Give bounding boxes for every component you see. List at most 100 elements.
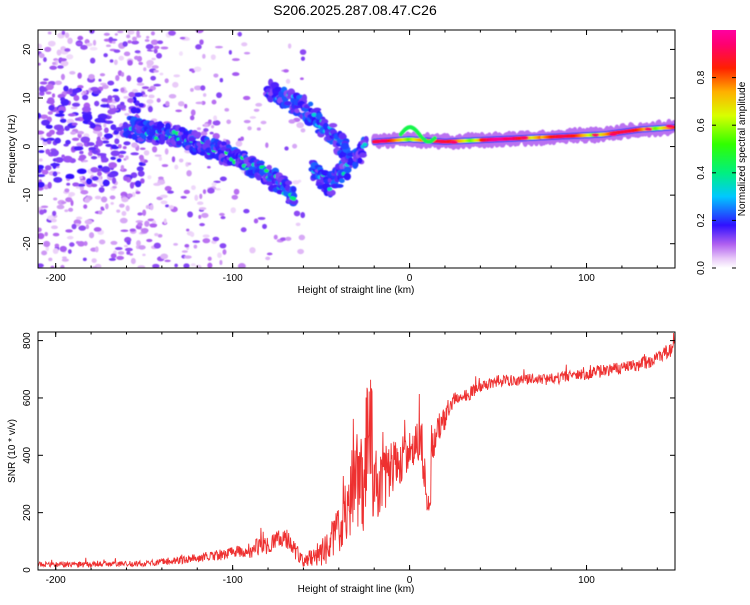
spectrogram-noise-blob — [59, 245, 67, 253]
spectrogram-noise-blob — [122, 41, 128, 47]
spectrogram-noise-blob — [184, 243, 190, 248]
spectrogram-noise-blob — [125, 155, 129, 160]
spectrogram-noise-blob — [126, 193, 133, 198]
spectrogram-track-blob — [324, 129, 330, 136]
spectrogram-noise-blob — [67, 113, 76, 117]
spectrogram-noise-blob — [126, 250, 131, 255]
spectrogram-noise-blob — [146, 59, 154, 67]
spectrogram-y-tick-label: -10 — [22, 187, 33, 202]
spectrogram-noise-blob — [190, 87, 194, 92]
spectrogram-noise-blob — [64, 125, 70, 131]
colorbar-tick-label: 0.8 — [696, 70, 707, 84]
spectrogram-track-blob — [193, 131, 202, 139]
spectrogram-noise-blob — [79, 179, 86, 183]
spectrogram-noise-blob — [142, 209, 147, 216]
spectrogram-noise-blob — [44, 165, 52, 171]
spectrogram-noise-blob — [116, 255, 125, 260]
snr-x-tick-label: 0 — [407, 575, 413, 586]
spectrogram-noise-blob — [121, 210, 127, 216]
spectrogram-noise-blob — [209, 131, 214, 135]
spectrogram-noise-blob — [127, 30, 135, 35]
spectrogram-echo-peak — [644, 127, 653, 131]
spectrogram-noise-blob — [90, 86, 99, 92]
spectrogram-noise-blob — [149, 204, 154, 211]
spectrogram-noise-blob — [81, 92, 85, 96]
spectrogram-noise-blob — [138, 102, 145, 108]
spectrogram-noise-blob — [157, 40, 164, 45]
snr-frame — [37, 331, 676, 571]
spectrogram-noise-blob — [105, 143, 113, 147]
spectrogram-noise-blob — [88, 232, 95, 239]
spectrogram-x-tick-label: 100 — [578, 273, 595, 284]
colorbar-tick-label: 0.0 — [696, 261, 707, 275]
spectrogram-noise-blob — [187, 162, 192, 166]
spectrogram-noise-blob — [107, 173, 117, 178]
spectrogram-noise-blob — [116, 158, 122, 163]
spectrogram-noise-blob — [297, 248, 305, 255]
spectrogram-noise-blob — [49, 129, 55, 135]
spectrogram-noise-blob — [43, 78, 49, 81]
spectrogram-noise-blob — [38, 181, 45, 188]
spectrogram-noise-blob — [45, 83, 54, 91]
spectrogram-noise-blob — [65, 197, 73, 203]
spectrogram-noise-blob — [138, 61, 144, 66]
spectrogram-noise-blob — [89, 30, 95, 34]
spectrogram-noise-blob — [156, 98, 161, 103]
spectrogram-noise-blob — [101, 140, 110, 144]
spectrogram-noise-blob — [99, 73, 106, 77]
snr-y-tick-label: 400 — [22, 447, 33, 464]
spectrogram-noise-blob — [153, 182, 161, 186]
spectrogram-noise-blob — [95, 139, 104, 147]
spectrogram-noise-blob — [71, 122, 78, 126]
spectrogram-noise-blob — [94, 100, 100, 107]
spectrogram-track-blob — [329, 190, 336, 195]
spectrogram-noise-blob — [216, 92, 223, 99]
spectrogram-y-ticks: -20 -10 0 10 20 — [22, 43, 675, 251]
spectrogram-noise-blob — [222, 249, 227, 255]
spectrogram-noise-blob — [160, 200, 168, 205]
spectrogram-echo-peak — [665, 124, 674, 128]
spectrogram-noise-blob — [110, 124, 117, 131]
spectrogram-noise-blob — [163, 218, 167, 225]
spectrogram-noise-blob — [60, 264, 65, 268]
spectrogram-noise-blob — [243, 51, 251, 55]
spectrogram-noise-blob — [79, 150, 84, 155]
spectrogram-noise-blob — [201, 100, 206, 105]
spectrogram-noise-blob — [47, 181, 52, 189]
spectrogram-noise-blob — [256, 127, 261, 131]
spectrogram-noise-blob — [178, 158, 184, 163]
spectrogram-noise-blob — [299, 49, 307, 55]
spectrogram-noise-blob — [296, 122, 304, 129]
spectrogram-noise-blob — [143, 150, 150, 156]
spectrogram-noise-blob — [48, 104, 55, 111]
spectrogram-noise-blob — [108, 258, 117, 261]
spectrogram-noise-blob — [70, 106, 78, 110]
spectrogram-noise-blob — [38, 227, 42, 233]
spectrogram-noise-blob — [49, 65, 58, 70]
spectrogram-noise-blob — [174, 164, 179, 170]
spectrogram-noise-blob — [109, 59, 114, 63]
spectrogram-noise-blob — [173, 74, 181, 78]
spectrogram-noise-blob — [157, 234, 163, 238]
spectrogram-noise-blob — [88, 73, 95, 80]
spectrogram-noise-blob — [146, 99, 154, 104]
spectrogram-noise-blob — [153, 242, 161, 249]
spectrogram-noise-blob — [124, 112, 130, 116]
spectrogram-noise-blob — [285, 236, 292, 241]
spectrogram-track-blob — [307, 101, 314, 107]
spectrogram-noise-blob — [167, 190, 174, 194]
spectrogram-noise-blob — [298, 234, 306, 241]
spectrogram-y-label: Frequency (Hz) — [7, 115, 18, 184]
spectrogram-noise-blob — [129, 253, 134, 256]
spectrogram-noise-blob — [38, 168, 42, 174]
spectrogram-noise-blob — [113, 59, 118, 66]
spectrogram-noise-blob — [228, 50, 232, 55]
spectrogram-noise-blob — [111, 146, 119, 150]
spectrogram-track-blob — [122, 121, 129, 129]
spectrogram-noise-blob — [288, 119, 296, 124]
spectrogram-noise-blob — [123, 51, 131, 57]
spectrogram-noise-blob — [93, 227, 102, 232]
spectrogram-echo-peak — [379, 139, 388, 143]
spectrogram-noise-blob — [86, 178, 93, 185]
snr-x-tick-label: -200 — [46, 575, 66, 586]
